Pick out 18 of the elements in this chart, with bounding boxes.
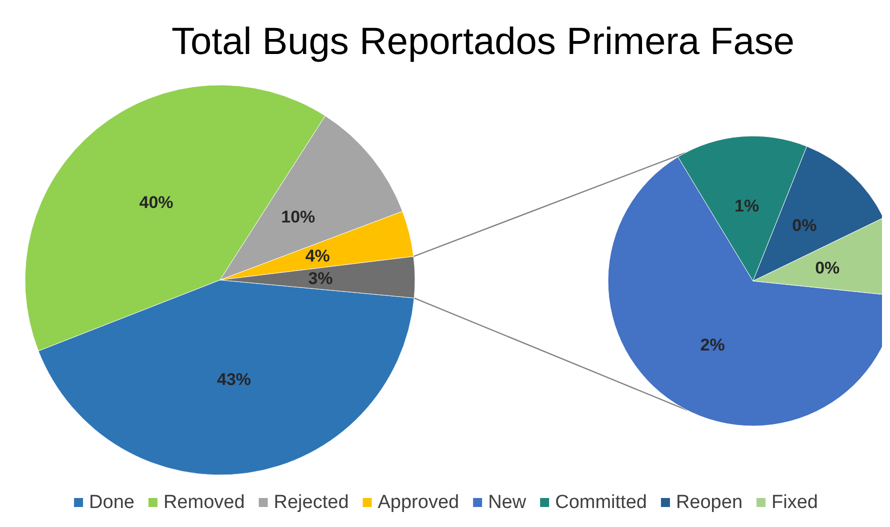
legend-label: Done (89, 492, 134, 513)
legend-label: Rejected (274, 492, 349, 513)
legend-label: Removed (163, 492, 245, 513)
legend-label: Committed (555, 492, 647, 513)
legend-label: New (488, 492, 526, 513)
legend-label: Fixed (772, 492, 818, 513)
data-label: 10% (281, 207, 316, 226)
legend-label: Reopen (676, 492, 743, 513)
chart-title: Total Bugs Reportados Primera Fase (171, 21, 795, 63)
data-label: 4% (305, 246, 330, 266)
data-label: 0% (815, 258, 840, 278)
data-label: 1% (734, 196, 760, 216)
legend-label: Approved (378, 492, 460, 513)
data-label: 43% (217, 370, 252, 390)
data-label: 2% (700, 335, 725, 354)
data-label: 0% (792, 216, 817, 236)
data-label: 3% (308, 269, 333, 288)
data-label: 40% (139, 192, 174, 212)
